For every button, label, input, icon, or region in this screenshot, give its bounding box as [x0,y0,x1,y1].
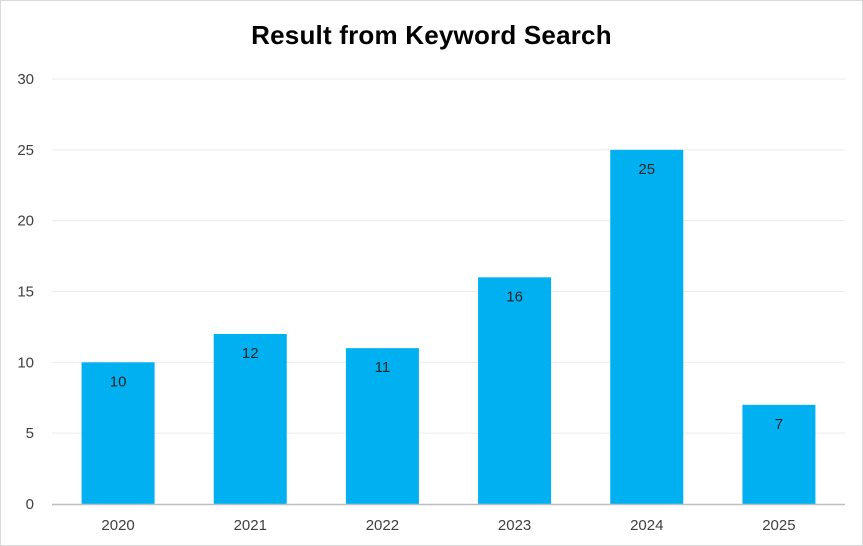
data-label: 10 [110,373,127,390]
bar [742,404,816,504]
data-label: 25 [638,161,655,178]
y-axis-ticks: 0 5 10 15 20 25 30 [17,71,34,513]
x-axis-ticks: 2020 2021 2022 2023 2024 2025 [101,517,795,534]
bar [81,362,155,504]
y-tick-label: 25 [17,142,34,159]
chart-title: Result from Keyword Search [251,20,612,50]
data-label: 16 [506,288,523,305]
gridlines [52,78,845,434]
y-tick-label: 20 [17,213,34,230]
x-tick-label: 2024 [630,517,663,534]
x-tick-label: 2025 [762,517,795,534]
bar [345,348,419,504]
y-tick-label: 5 [26,425,34,442]
bars [81,149,816,505]
data-labels: 10 12 11 16 25 7 [110,161,783,433]
y-tick-label: 0 [26,496,34,513]
x-tick-label: 2023 [498,517,531,534]
bar [478,277,552,504]
y-tick-label: 15 [17,284,34,301]
bar [213,334,287,504]
data-label: 11 [375,359,391,376]
data-label: 12 [242,345,259,362]
x-tick-label: 2022 [366,517,399,534]
y-tick-label: 10 [17,354,34,371]
x-tick-label: 2021 [234,517,267,534]
y-tick-label: 30 [17,71,34,88]
bar [610,149,684,505]
data-label: 7 [775,416,783,433]
x-tick-label: 2020 [101,517,134,534]
